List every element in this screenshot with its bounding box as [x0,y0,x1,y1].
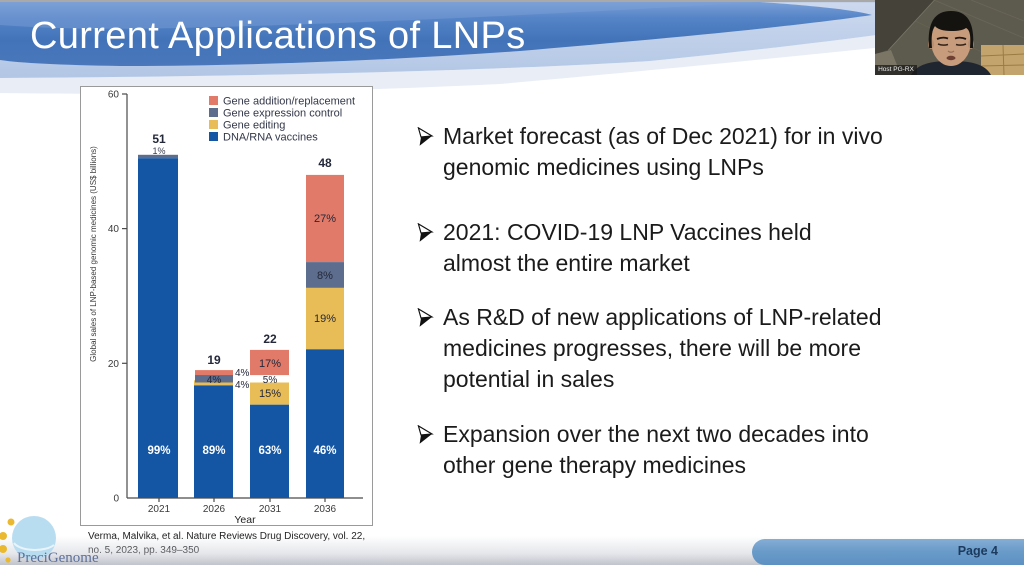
svg-text:DNA/RNA vaccines: DNA/RNA vaccines [223,132,318,144]
svg-text:40: 40 [108,224,120,235]
svg-text:46%: 46% [313,445,336,457]
svg-text:17%: 17% [259,358,281,370]
svg-text:Year: Year [234,514,256,525]
svg-text:1%: 1% [152,146,165,156]
svg-text:4%: 4% [235,380,250,391]
svg-text:63%: 63% [258,445,281,457]
svg-text:2031: 2031 [259,504,282,515]
svg-text:2036: 2036 [314,504,337,515]
svg-text:Gene expression control: Gene expression control [223,108,342,120]
svg-text:5%: 5% [263,375,278,386]
svg-text:99%: 99% [147,445,170,457]
svg-text:51: 51 [152,132,166,146]
svg-text:Gene addition/replacement: Gene addition/replacement [223,96,355,108]
svg-text:60: 60 [108,90,120,101]
svg-text:2026: 2026 [203,504,226,515]
svg-text:20: 20 [108,359,120,370]
svg-text:Global sales of LNP-based geno: Global sales of LNP-based genomic medici… [89,146,98,362]
svg-text:Gene editing: Gene editing [223,120,285,132]
svg-text:89%: 89% [202,445,225,457]
svg-text:PreciGenome: PreciGenome [17,550,99,565]
svg-text:0: 0 [113,494,119,505]
svg-text:22: 22 [263,332,277,346]
svg-text:2021: 2021 [148,504,171,515]
svg-text:19%: 19% [314,313,336,325]
svg-text:15%: 15% [259,388,281,400]
svg-text:4%: 4% [235,368,250,379]
svg-text:4%: 4% [207,375,222,386]
svg-text:8%: 8% [317,270,333,282]
svg-text:19: 19 [207,353,221,367]
svg-text:Current Applications of LNPs: Current Applications of LNPs [30,15,526,57]
svg-text:27%: 27% [314,213,336,225]
svg-text:48: 48 [318,156,332,170]
